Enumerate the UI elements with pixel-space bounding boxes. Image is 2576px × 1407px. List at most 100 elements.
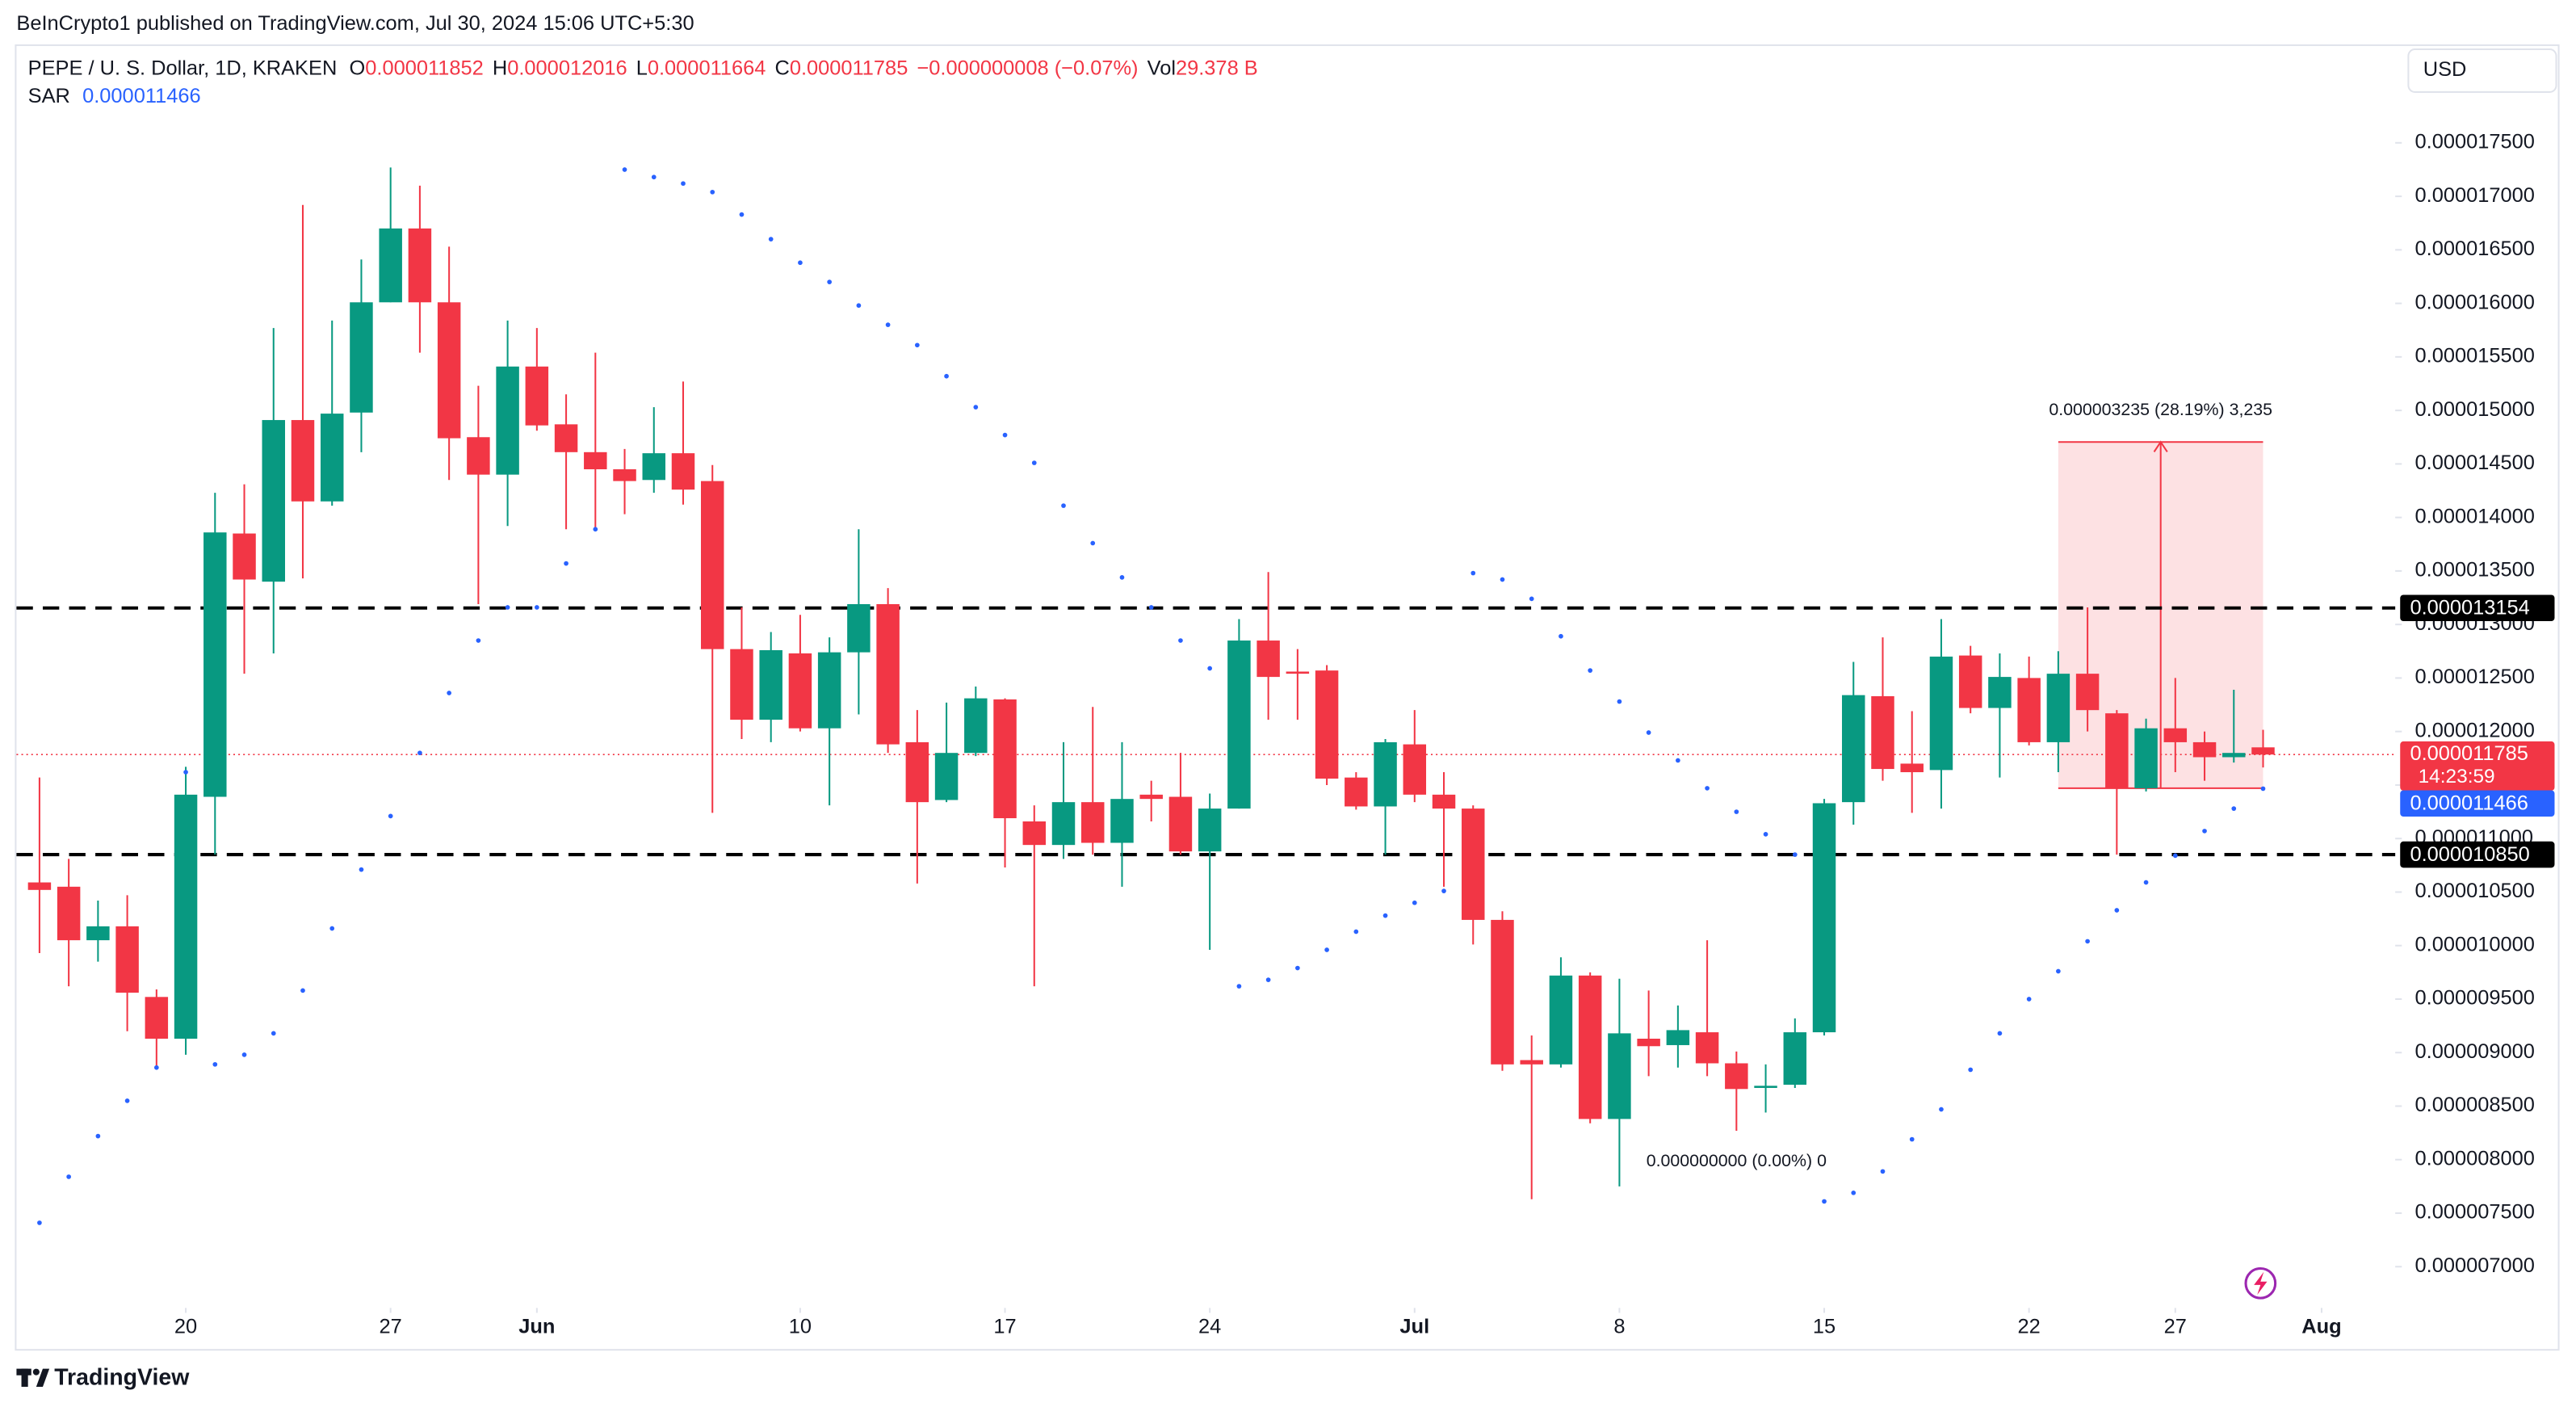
y-tick-label: 0.000017000 xyxy=(2415,184,2535,207)
sar-dot xyxy=(1588,668,1593,673)
sar-dot xyxy=(1997,1031,2003,1036)
attribution: BeInCrypto1 published on TradingView.com… xyxy=(16,12,694,35)
sar-dot xyxy=(973,405,979,410)
candle-body xyxy=(1958,655,1982,708)
sar-dot xyxy=(476,638,481,643)
sar-dot xyxy=(1763,832,1768,837)
candle-body xyxy=(1432,794,1456,809)
candle-body xyxy=(408,228,432,303)
sar-dot xyxy=(1939,1107,1944,1112)
sar-dot xyxy=(1676,758,1680,763)
candle-body xyxy=(437,302,461,439)
sar-dot xyxy=(798,260,803,266)
candle-body xyxy=(1695,1032,1719,1064)
sar-dot xyxy=(944,373,949,379)
candle-body xyxy=(1666,1030,1690,1045)
sar-dot xyxy=(124,1098,130,1103)
sar-dot xyxy=(183,770,188,775)
x-tick-label: Jul xyxy=(1399,1315,1429,1338)
candle-body xyxy=(145,997,169,1040)
sar-dot xyxy=(1646,730,1651,735)
sar-dot xyxy=(2143,880,2149,885)
sar-dot xyxy=(915,342,920,348)
sar-dot xyxy=(1471,570,1476,576)
currency: USD xyxy=(2423,58,2467,81)
candle-body xyxy=(934,753,959,800)
legend-low-label: L xyxy=(636,57,648,79)
currency-button[interactable] xyxy=(2407,48,2557,93)
candle-body xyxy=(1139,794,1163,800)
sar-dot xyxy=(95,1133,101,1139)
sar-dot xyxy=(447,691,451,695)
x-tick-label: 24 xyxy=(1198,1315,1221,1338)
sar-dot xyxy=(2026,997,2032,1002)
candle-body xyxy=(905,741,929,803)
sar-dot xyxy=(1822,1199,1827,1204)
candle-body xyxy=(2192,741,2217,758)
candle-body xyxy=(876,603,900,745)
y-tick-label: 0.000007000 xyxy=(2415,1254,2535,1277)
y-tick-label: 0.000008000 xyxy=(2415,1147,2535,1170)
candle-body xyxy=(2251,747,2275,755)
candle-body xyxy=(700,481,724,649)
candle-body xyxy=(847,603,871,653)
candle-body xyxy=(262,420,285,582)
candle-body xyxy=(1608,1033,1631,1119)
sar-dot xyxy=(329,926,335,931)
candle-body xyxy=(1578,975,1602,1119)
sar-dot xyxy=(681,181,686,187)
candle-body xyxy=(1051,802,1076,846)
sar-dot xyxy=(505,605,510,610)
candle-body xyxy=(115,926,139,993)
annotation: 0.000000000 (0.00%) 0 xyxy=(1647,1151,1827,1170)
candle-body xyxy=(2105,713,2129,788)
y-tick-label: 0.000015000 xyxy=(2415,398,2535,421)
sar-dot xyxy=(534,605,539,610)
sar-dot xyxy=(1559,633,1563,639)
sar-dot xyxy=(1353,929,1359,934)
sar-dot xyxy=(1324,947,1329,952)
sar-dot xyxy=(1178,638,1183,643)
candle-body xyxy=(759,649,782,720)
chart-title: PEPE / U. S. Dollar, 1D, KRAKEN xyxy=(28,57,338,79)
level-label-box xyxy=(2400,841,2555,868)
x-tick-label: 22 xyxy=(2018,1315,2041,1338)
x-tick-label: Jun xyxy=(518,1315,555,1338)
sar-dot xyxy=(856,303,862,309)
candle-body xyxy=(57,886,81,941)
candle-body xyxy=(2222,753,2246,758)
legend-change: −0.000000008 xyxy=(917,57,1048,79)
y-tick-label: 0.000014000 xyxy=(2415,505,2535,527)
price-label: 0.000011785 xyxy=(2410,742,2528,765)
candle-body xyxy=(203,532,227,797)
x-tick-label: 17 xyxy=(993,1315,1016,1338)
candle-body xyxy=(1871,695,1894,770)
candle-body xyxy=(496,366,519,475)
sar-dot xyxy=(1207,666,1213,671)
candle-body xyxy=(1403,744,1427,795)
legend-close: 0.000011785 xyxy=(790,57,908,79)
candle-body xyxy=(554,424,578,452)
candle-body xyxy=(291,420,315,502)
sar-dot xyxy=(66,1174,71,1179)
sar-dot xyxy=(271,1031,276,1036)
candle-body xyxy=(1988,677,2012,708)
sar-dot xyxy=(1851,1190,1856,1195)
sar-dot xyxy=(1617,699,1622,704)
candle-body xyxy=(1783,1032,1807,1085)
brand: TradingView xyxy=(54,1364,190,1390)
y-tick-label: 0.000016500 xyxy=(2415,237,2535,260)
y-tick-label: 0.000012500 xyxy=(2415,666,2535,688)
x-tick-label: 27 xyxy=(2164,1315,2187,1338)
sar-dot xyxy=(153,1065,159,1070)
sar-dot xyxy=(2114,908,2120,913)
candle-body xyxy=(1022,821,1047,846)
alert-icon[interactable] xyxy=(2244,1266,2277,1300)
candle-body xyxy=(584,452,607,470)
candle-body xyxy=(788,653,812,729)
legend-low: 0.000011664 xyxy=(648,57,766,79)
y-tick-label: 0.000009000 xyxy=(2415,1040,2535,1063)
candle-body xyxy=(467,437,490,475)
candle-body xyxy=(1812,803,1836,1033)
